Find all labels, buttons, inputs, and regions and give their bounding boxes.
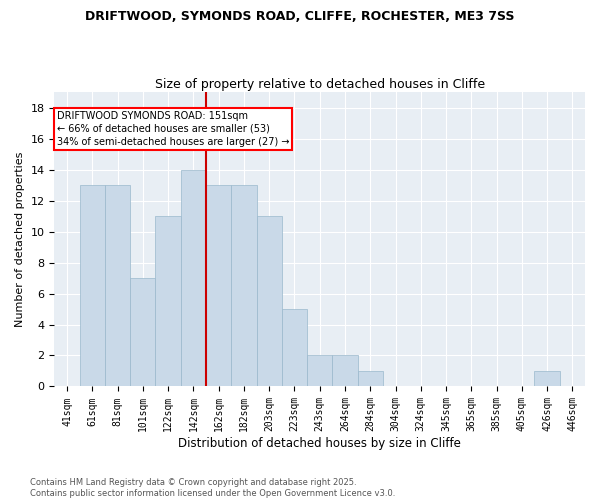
Bar	[80, 185, 105, 386]
Bar	[257, 216, 282, 386]
Bar	[130, 278, 155, 386]
X-axis label: Distribution of detached houses by size in Cliffe: Distribution of detached houses by size …	[178, 437, 461, 450]
Bar	[231, 185, 257, 386]
Bar	[307, 356, 332, 386]
Bar	[206, 185, 231, 386]
Bar	[282, 309, 307, 386]
Bar	[332, 356, 358, 386]
Text: DRIFTWOOD, SYMONDS ROAD, CLIFFE, ROCHESTER, ME3 7SS: DRIFTWOOD, SYMONDS ROAD, CLIFFE, ROCHEST…	[85, 10, 515, 23]
Bar	[155, 216, 181, 386]
Text: Contains HM Land Registry data © Crown copyright and database right 2025.
Contai: Contains HM Land Registry data © Crown c…	[30, 478, 395, 498]
Bar	[358, 371, 383, 386]
Bar	[535, 371, 560, 386]
Title: Size of property relative to detached houses in Cliffe: Size of property relative to detached ho…	[155, 78, 485, 91]
Text: DRIFTWOOD SYMONDS ROAD: 151sqm
← 66% of detached houses are smaller (53)
34% of : DRIFTWOOD SYMONDS ROAD: 151sqm ← 66% of …	[57, 111, 289, 147]
Y-axis label: Number of detached properties: Number of detached properties	[15, 152, 25, 327]
Bar	[105, 185, 130, 386]
Bar	[181, 170, 206, 386]
